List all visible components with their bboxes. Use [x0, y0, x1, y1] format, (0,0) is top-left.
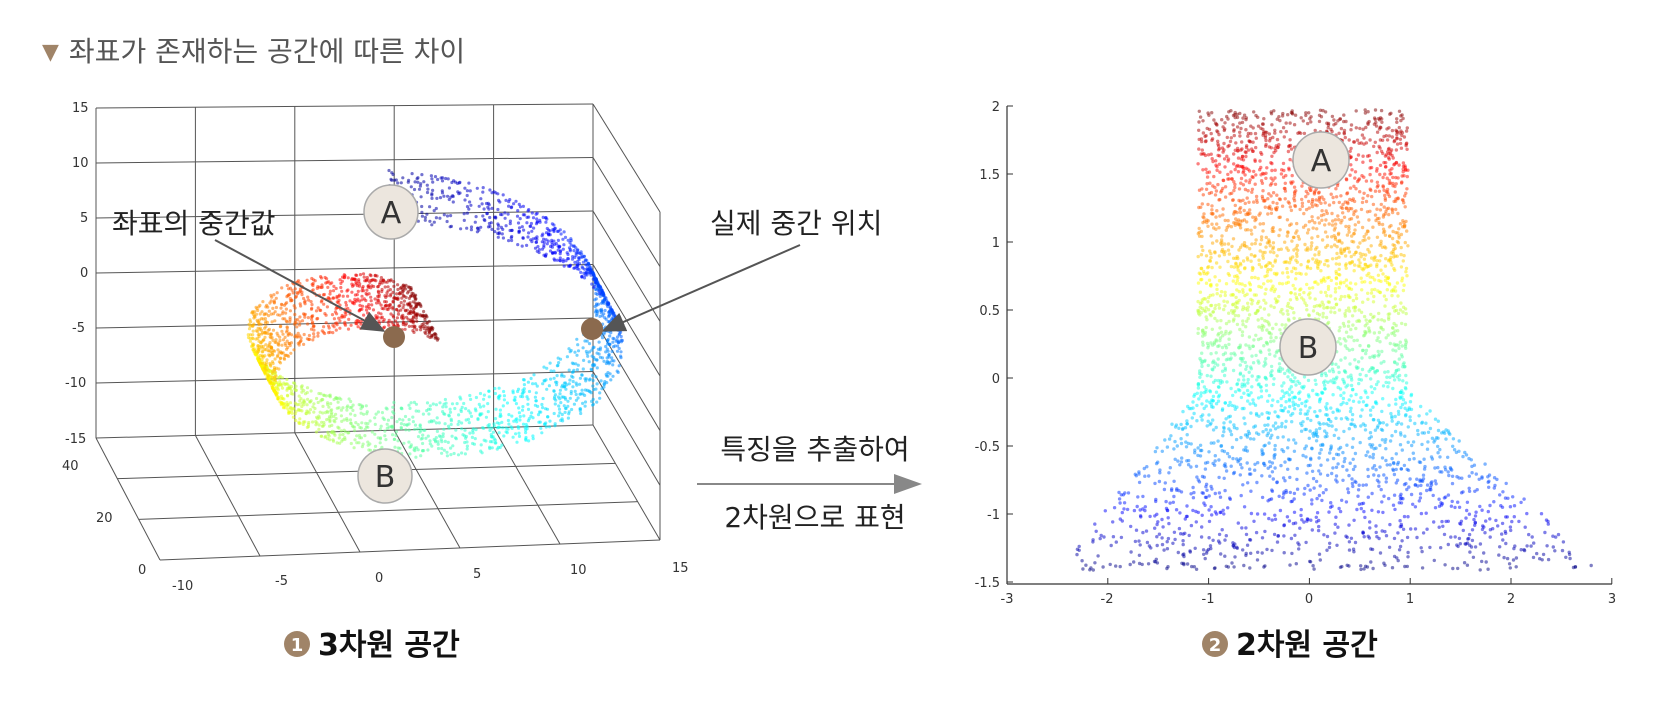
x-tick-2d: 3: [1608, 592, 1616, 607]
z-tick: 5: [80, 211, 88, 226]
x-tick: -5: [275, 574, 288, 589]
y-tick: 40: [62, 459, 79, 474]
swiss-roll-scatter: [246, 168, 625, 459]
x-tick-labels-2d: -3 -2 -1 0 1 2 3: [1001, 592, 1617, 607]
svg-text:1: 1: [291, 635, 304, 656]
point-b-badge-2d: B: [1279, 318, 1337, 376]
svg-text:B: B: [375, 460, 396, 495]
x-tick: 10: [570, 563, 587, 578]
y-tick-2d: 2: [992, 100, 1000, 115]
z-tick: 10: [72, 156, 89, 171]
point-b-badge-3d: B: [357, 448, 413, 504]
y-tick: 0: [138, 563, 146, 578]
z-tick-labels: 15 10 5 0 -5 -10 -15: [65, 101, 89, 447]
y-tick-2d: 1: [992, 236, 1000, 251]
point-a-badge-3d: A: [363, 184, 419, 240]
arrow-coord-mid: [214, 239, 386, 332]
label-actual-mid: 실제 중간 위치: [710, 207, 882, 240]
x-tick: 0: [375, 571, 383, 586]
coord-mid-marker: [383, 326, 405, 348]
z-tick: 0: [80, 266, 88, 281]
x-tick: 5: [473, 567, 481, 582]
x-tick-2d: 1: [1406, 592, 1414, 607]
label-coord-mid: 좌표의 중간값: [112, 207, 275, 240]
z-tick: -15: [65, 432, 86, 447]
caption-number-badge: [284, 631, 310, 657]
y-tick-labels: 40 20 0: [62, 459, 146, 578]
figure-title: ▼ 좌표가 존재하는 공간에 따른 차이: [42, 30, 465, 70]
x-tick-labels: -10 -5 0 5 10 15: [172, 561, 689, 594]
caption-number-badge: [1202, 631, 1228, 657]
y-tick: 20: [96, 511, 113, 526]
ticks-2d: [1006, 105, 1613, 584]
z-tick: -5: [72, 321, 85, 336]
caption-3d: 1 3차원 공간: [284, 628, 460, 663]
y-tick-2d: 0.5: [979, 304, 1000, 319]
panel-2d: 2 1.5 1 0.5 0 -0.5 -1 -1.5 -3 -2 -1 0 1 …: [975, 100, 1617, 663]
y-tick-2d: 0: [992, 372, 1000, 387]
y-tick-2d: 1.5: [979, 168, 1000, 183]
x-tick-2d: 0: [1305, 592, 1313, 607]
x-tick-2d: -1: [1202, 592, 1215, 607]
y-tick-2d: -1.5: [975, 576, 1000, 591]
y-tick-2d: -0.5: [975, 440, 1000, 455]
x-tick-2d: -2: [1101, 592, 1114, 607]
svg-text:3차원 공간: 3차원 공간: [318, 628, 460, 663]
svg-text:A: A: [381, 196, 402, 231]
caption-2d: 2 2차원 공간: [1202, 628, 1378, 663]
x-tick: -10: [172, 579, 193, 594]
grid-3d: [95, 103, 661, 561]
triangle-bullet-icon: ▼: [42, 40, 59, 65]
x-tick-2d: -3: [1001, 592, 1014, 607]
figure-title-text: 좌표가 존재하는 공간에 따른 차이: [68, 35, 466, 68]
point-a-badge-2d: A: [1292, 131, 1350, 189]
actual-mid-marker: [581, 318, 603, 340]
transform-arrow: 특징을 추출하여 2차원으로 표현: [697, 433, 922, 534]
arrow-label-line2: 2차원으로 표현: [724, 501, 905, 534]
z-tick: -10: [65, 376, 86, 391]
z-tick: 15: [72, 101, 89, 116]
x-tick: 15: [672, 561, 689, 576]
arrow-label-line1: 특징을 추출하여: [720, 433, 909, 466]
arrow-actual-mid: [601, 244, 801, 332]
panel-3d: 15 10 5 0 -5 -10 -15 40 20 0 -10 -5 0 5 …: [62, 101, 882, 663]
x-tick-2d: 2: [1507, 592, 1515, 607]
y-tick-labels-2d: 2 1.5 1 0.5 0 -0.5 -1 -1.5: [975, 100, 1000, 591]
y-tick-2d: -1: [987, 508, 1000, 523]
